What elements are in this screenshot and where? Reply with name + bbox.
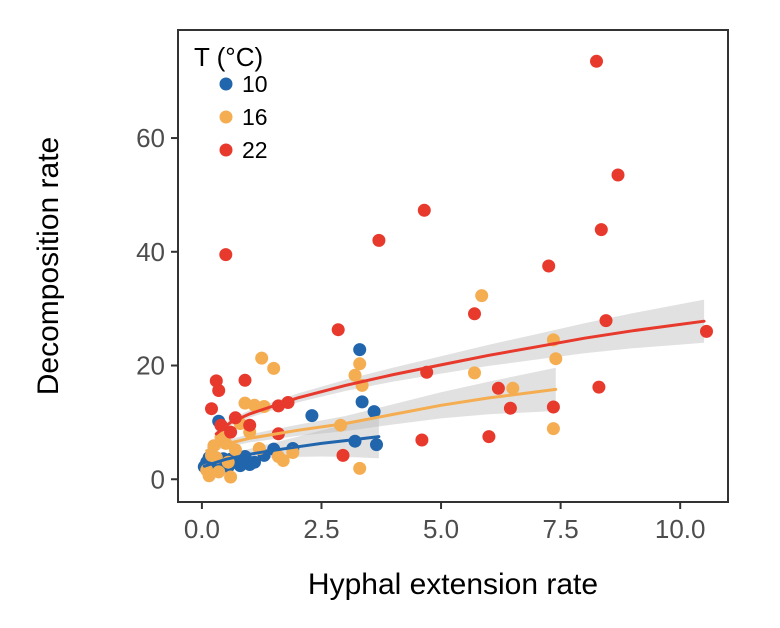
- data-point-22: [219, 248, 233, 262]
- fit-line-22: [214, 319, 706, 436]
- x-tick-label: 7.5: [543, 514, 579, 544]
- x-axis-title: Hyphal extension rate: [308, 568, 598, 601]
- data-point-22: [491, 381, 505, 395]
- data-point-10: [248, 455, 261, 469]
- data-point-16: [348, 368, 362, 382]
- confidence-band-22: [216, 299, 705, 438]
- data-point-16: [506, 381, 520, 395]
- legend-marker-16: [219, 110, 233, 124]
- data-point-16: [353, 357, 367, 371]
- plot-border: [177, 29, 729, 503]
- data-point-10: [370, 438, 383, 452]
- data-point-22: [238, 373, 252, 387]
- data-point-22: [700, 324, 713, 338]
- data-point-22: [482, 430, 496, 444]
- data-point-22: [372, 233, 386, 247]
- data-point-22: [415, 433, 429, 447]
- legend-label-16: 16: [242, 104, 268, 130]
- plot-area: [197, 54, 713, 484]
- data-point-16: [267, 361, 281, 375]
- data-point-16: [546, 422, 560, 436]
- y-tick-label: 20: [136, 351, 165, 381]
- data-point-22: [611, 168, 625, 182]
- x-tick-label: 5.0: [423, 514, 459, 544]
- data-point-10: [355, 395, 369, 409]
- y-tick-label: 40: [136, 237, 165, 267]
- data-point-10: [353, 343, 367, 357]
- data-point-16: [549, 352, 563, 366]
- data-point-22: [336, 448, 350, 462]
- legend: T (°C) 10 16 22: [194, 42, 268, 163]
- confidence-band-16: [206, 367, 556, 455]
- data-point-22: [212, 384, 226, 397]
- x-tick-label: 10.0: [655, 514, 706, 544]
- fit-line-10: [202, 435, 381, 468]
- legend-marker-22: [219, 143, 233, 157]
- data-point-16: [224, 470, 238, 484]
- data-point-22: [590, 54, 603, 68]
- data-point-22: [417, 203, 431, 217]
- y-axis-title: Decomposition rate: [32, 137, 65, 395]
- legend-marker-10: [219, 77, 233, 91]
- data-point-10: [305, 409, 319, 423]
- data-point-16: [255, 351, 269, 365]
- data-point-22: [205, 402, 218, 416]
- fit-line-16: [205, 387, 558, 453]
- data-point-22: [592, 380, 606, 394]
- data-point-16: [248, 398, 261, 412]
- data-point-16: [468, 366, 481, 380]
- data-point-22: [546, 400, 560, 414]
- axes: 0.0 2.5 5.0 7.5 10.0 0 20 40 60: [136, 123, 705, 544]
- y-tick-label: 0: [151, 464, 165, 494]
- legend-title: T (°C): [194, 42, 263, 72]
- data-point-22: [243, 418, 257, 432]
- data-point-22: [331, 323, 345, 337]
- data-point-16: [353, 461, 367, 475]
- data-point-16: [228, 443, 242, 457]
- data-point-22: [594, 223, 608, 237]
- legend-label-10: 10: [242, 71, 268, 97]
- x-tick-label: 2.5: [303, 514, 339, 544]
- legend-item-10: 10: [219, 71, 268, 97]
- data-point-16: [475, 289, 489, 303]
- data-point-22: [224, 425, 238, 439]
- data-point-22: [599, 314, 613, 328]
- y-tick-label: 60: [136, 123, 165, 153]
- legend-item-16: 16: [219, 104, 268, 130]
- data-point-16: [276, 454, 290, 467]
- data-point-22: [503, 401, 517, 415]
- data-point-22: [542, 259, 556, 273]
- legend-item-22: 22: [219, 137, 268, 163]
- x-tick-label: 0.0: [184, 514, 220, 544]
- data-point-16: [212, 465, 226, 479]
- data-point-22: [468, 307, 481, 321]
- data-point-10: [367, 405, 381, 419]
- legend-label-22: 22: [242, 137, 268, 163]
